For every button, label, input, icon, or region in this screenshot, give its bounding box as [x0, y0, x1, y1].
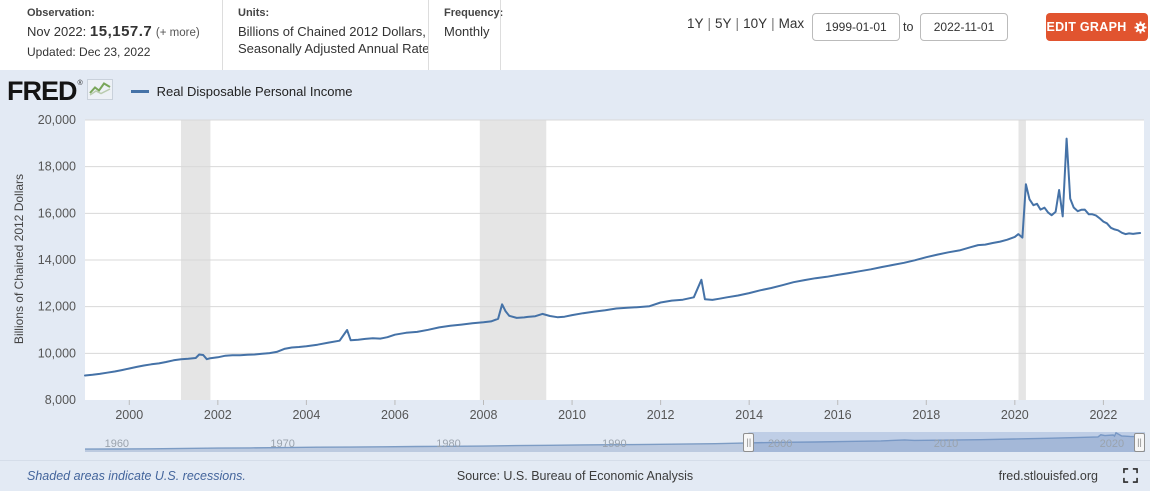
observation-label: Observation:	[27, 7, 95, 19]
y-tick-label: 12,000	[38, 300, 76, 314]
site-link[interactable]: fred.stlouisfed.org	[998, 469, 1098, 483]
registered-mark: ®	[77, 80, 83, 87]
sparkline-logo-icon	[86, 79, 113, 100]
x-tick-label: 2002	[204, 408, 232, 422]
range-link-separator: |	[771, 16, 775, 31]
minimap-decade-label: 2020	[1100, 438, 1124, 450]
header-divider	[500, 0, 501, 70]
y-tick-label: 8,000	[45, 393, 76, 407]
source-text: Source: U.S. Bureau of Economic Analysis	[456, 469, 694, 483]
y-tick-label: 14,000	[38, 253, 76, 267]
fullscreen-icon[interactable]	[1123, 468, 1138, 483]
y-tick-label: 16,000	[38, 206, 76, 220]
units-panel: Units: Billions of Chained 2012 Dollars,…	[238, 7, 430, 57]
x-tick-label: 2000	[115, 408, 143, 422]
range-link-separator: |	[735, 16, 740, 31]
units-label: Units:	[238, 7, 270, 19]
fred-wordmark: FRED	[7, 76, 77, 106]
range-links: 1Y | 5Y | 10Y | Max	[687, 16, 804, 31]
y-tick-label: 10,000	[38, 346, 76, 360]
gear-icon	[1134, 21, 1147, 33]
brand-row: FRED ® Real Disposable Personal Income	[7, 75, 353, 107]
x-tick-label: 2004	[292, 408, 320, 422]
range-link-max[interactable]: Max	[778, 16, 805, 31]
edit-graph-button[interactable]: EDIT GRAPH	[1046, 13, 1148, 41]
recessions-note-link[interactable]: Shaded areas indicate U.S. recessions.	[27, 469, 246, 483]
observation-date: Nov 2022:	[27, 24, 87, 39]
series-legend-label: Real Disposable Personal Income	[156, 83, 353, 99]
frequency-value: Monthly	[444, 24, 490, 39]
minimap-decade-label: 2010	[934, 438, 958, 450]
range-link-5y[interactable]: 5Y	[715, 16, 732, 31]
frequency-label: Frequency:	[444, 7, 504, 19]
x-tick-label: 2012	[647, 408, 675, 422]
updated-text: Updated: Dec 23, 2022	[27, 45, 151, 59]
x-tick-label: 2014	[735, 408, 763, 422]
frequency-panel: Frequency: Monthly	[444, 7, 503, 40]
x-tick-label: 2010	[558, 408, 586, 422]
y-tick-label: 18,000	[38, 160, 76, 174]
units-line1: Billions of Chained 2012 Dollars,	[238, 24, 426, 39]
range-link-1y[interactable]: 1Y	[687, 16, 704, 31]
main-chart[interactable]: 8,000 10,000 12,000 14,000 16,000 18,000 20,00…	[0, 110, 1150, 432]
x-tick-label: 2020	[1001, 408, 1029, 422]
minimap-decade-label: 2000	[768, 438, 792, 450]
header-divider	[222, 0, 223, 70]
series-legend: Real Disposable Personal Income	[130, 83, 353, 99]
graph-header: Observation: Nov 2022: 15,157.7 (+ more)…	[0, 0, 1150, 70]
more-observations-link[interactable]: (+ more)	[155, 27, 200, 39]
header-divider	[428, 0, 429, 70]
fred-logo[interactable]: FRED ®	[7, 76, 113, 106]
date-end-input[interactable]	[920, 13, 1008, 41]
x-tick-label: 2018	[912, 408, 940, 422]
minimap-right-handle[interactable]: ||	[1134, 433, 1145, 452]
data-series-line	[84, 137, 1142, 377]
x-tick-label: 2022	[1089, 408, 1117, 422]
units-line2: Seasonally Adjusted Annual Rate	[238, 41, 430, 56]
graph-footer: Shaded areas indicate U.S. recessions. S…	[0, 460, 1150, 491]
minimap-decade-label: 1990	[602, 438, 626, 450]
observation-value-line: Nov 2022: 15,157.7 (+ more)	[27, 23, 200, 40]
minimap-decade-label: 1980	[436, 438, 460, 450]
date-range-to-label: to	[903, 20, 914, 34]
date-start-input[interactable]	[812, 13, 900, 41]
observation-panel: Observation: Nov 2022: 15,157.7 (+ more)…	[27, 7, 200, 63]
y-tick-label: 20,000	[38, 113, 76, 127]
minimap-left-handle[interactable]: ||	[743, 433, 755, 452]
edit-graph-label: EDIT GRAPH	[1046, 20, 1127, 34]
x-tick-label: 2006	[381, 408, 409, 422]
x-tick-label: 2016	[824, 408, 852, 422]
minimap-decade-label: 1960	[105, 438, 129, 450]
range-link-10y[interactable]: 10Y	[743, 16, 768, 31]
range-link-separator: |	[707, 16, 712, 31]
series-line-swatch	[130, 89, 149, 93]
minimap-decade-label: 1970	[270, 438, 294, 450]
timeline-minimap[interactable]: 1960 1970 1980 1990 2000 2010 2020	[85, 432, 1145, 452]
x-tick-label: 2008	[470, 408, 498, 422]
minimap-selection	[748, 432, 1145, 452]
observation-value: 15,157.7	[89, 23, 153, 40]
